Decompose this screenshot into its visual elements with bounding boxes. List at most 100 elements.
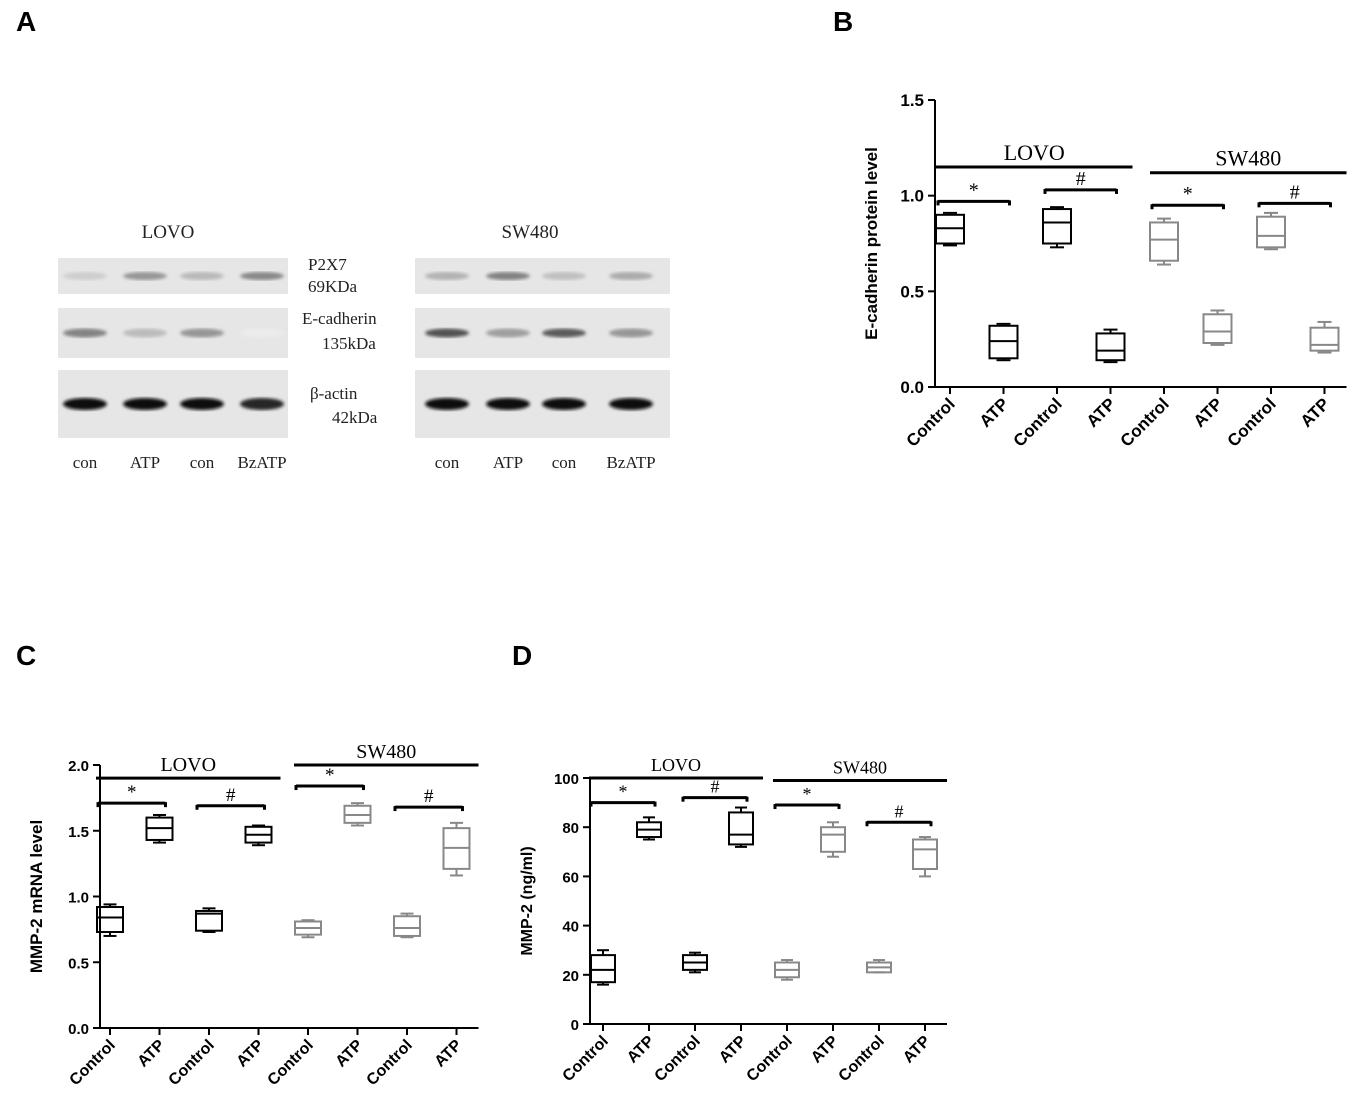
blot-band-actin — [63, 398, 107, 410]
blot-band-actin — [123, 398, 167, 410]
label-ecad: E-cadherin — [302, 309, 377, 328]
box-iqr — [393, 915, 421, 937]
blot-band-p2x7 — [486, 272, 530, 280]
significance-symbol: * — [969, 179, 979, 201]
y-tick-label: 20 — [562, 968, 579, 985]
y-tick-label: 2.0 — [68, 758, 89, 775]
blot-band-ecad — [123, 328, 167, 338]
box-plot-5 — [1202, 309, 1233, 346]
significance-bracket: * — [936, 179, 1011, 206]
box-iqr — [96, 906, 124, 934]
significance-bracket: * — [589, 782, 657, 807]
significance-bracket: * — [294, 765, 365, 791]
lane-label: con — [190, 453, 215, 472]
significance-bracket: * — [1150, 183, 1225, 210]
x-tick-label: Control — [265, 1037, 317, 1089]
group-label: LOVO — [651, 755, 701, 775]
significance-symbol: * — [127, 782, 137, 803]
box-plot-0 — [935, 211, 965, 247]
chart-b-ecadherin: 0.0 0.5 1.0 1.5 E-cadherin protein level Cont… — [862, 91, 1347, 451]
label-actin-kda: 42kDa — [332, 408, 378, 427]
x-tick-label: ATP — [234, 1037, 268, 1071]
y-tick-label: 60 — [562, 869, 579, 886]
box-plot-5 — [343, 802, 372, 827]
blot-band-p2x7 — [123, 272, 167, 280]
blot-band-ecad — [486, 328, 530, 338]
label-p2x7: P2X7 — [308, 255, 347, 274]
x-tick-label: Control — [1224, 394, 1280, 450]
group-label: SW480 — [356, 741, 416, 763]
y-tick-label: 0.5 — [68, 955, 89, 972]
x-tick-label: ATP — [1297, 394, 1334, 431]
box-iqr — [1095, 332, 1126, 362]
lane-label: con — [552, 453, 577, 472]
significance-bracket: # — [195, 785, 266, 810]
x-tick-label: Control — [903, 394, 959, 450]
blot-band-actin — [609, 398, 653, 410]
blot-band-p2x7 — [609, 272, 653, 280]
box-plot-2 — [682, 951, 708, 974]
y-tick-label: 0.0 — [900, 378, 924, 397]
x-tick-label: ATP — [1190, 394, 1227, 431]
box-iqr — [912, 838, 938, 871]
significance-symbol: * — [1183, 183, 1193, 205]
group-label: SW480 — [833, 757, 887, 777]
significance-symbol: # — [226, 785, 236, 806]
y-tick-label: 1.5 — [900, 91, 924, 110]
box-plot-0 — [96, 903, 124, 937]
x-tick-label: ATP — [976, 394, 1013, 431]
blot-title-left: LOVO — [142, 222, 195, 243]
y-tick-label: 1.0 — [68, 890, 89, 907]
box-iqr — [820, 826, 846, 853]
box-plot-7 — [442, 821, 471, 877]
y-tick-label: 100 — [554, 771, 579, 788]
x-tick-label: ATP — [624, 1033, 658, 1067]
box-plot-3 — [244, 824, 273, 847]
box-iqr — [195, 909, 223, 932]
x-tick-label: Control — [560, 1033, 612, 1085]
significance-bracket: # — [1257, 181, 1332, 208]
western-blot: LOVO SW480 P2X7 69KDa E-cadherin 135kDa … — [58, 222, 670, 472]
lane-label: ATP — [130, 453, 160, 472]
box-iqr — [1256, 215, 1286, 249]
box-plot-7 — [912, 836, 938, 878]
box-iqr — [1309, 326, 1340, 352]
significance-symbol: # — [895, 801, 904, 821]
box-plot-4 — [1149, 217, 1179, 266]
lane-label: con — [435, 453, 460, 472]
group-label: LOVO — [160, 754, 216, 776]
box-plot-2 — [195, 907, 223, 934]
significance-symbol: # — [1076, 168, 1086, 190]
significance-symbol: # — [424, 786, 434, 807]
panel-letter-b: B — [833, 6, 854, 37]
box-plot-1 — [636, 816, 662, 841]
y-axis-label: MMP-2 mRNA level — [27, 820, 46, 973]
y-tick-label: 1.0 — [900, 187, 924, 206]
box-iqr — [1042, 208, 1072, 245]
x-tick-label: ATP — [135, 1037, 169, 1071]
group-label: SW480 — [1215, 146, 1281, 171]
lane-label: con — [73, 453, 98, 472]
blot-band-p2x7 — [425, 272, 469, 280]
blot-band-actin — [180, 398, 224, 410]
significance-bracket: # — [393, 786, 464, 812]
box-plot-1 — [988, 322, 1019, 362]
x-tick-label: Control — [67, 1037, 119, 1089]
significance-bracket: * — [773, 784, 841, 810]
group-label: LOVO — [1004, 140, 1065, 165]
x-tick-label: Control — [744, 1033, 796, 1085]
label-actin: β-actin — [310, 384, 358, 403]
significance-bracket: # — [1043, 168, 1118, 194]
x-tick-label: Control — [652, 1033, 704, 1085]
blot-band-actin — [240, 398, 284, 410]
blot-band-actin — [542, 398, 586, 410]
blot-band-ecad — [180, 328, 224, 338]
x-tick-label: ATP — [716, 1033, 750, 1067]
box-iqr — [1149, 221, 1179, 262]
box-iqr — [728, 811, 754, 846]
x-tick-label: ATP — [333, 1037, 367, 1071]
x-tick-label: ATP — [432, 1037, 466, 1071]
box-plot-5 — [820, 821, 846, 858]
